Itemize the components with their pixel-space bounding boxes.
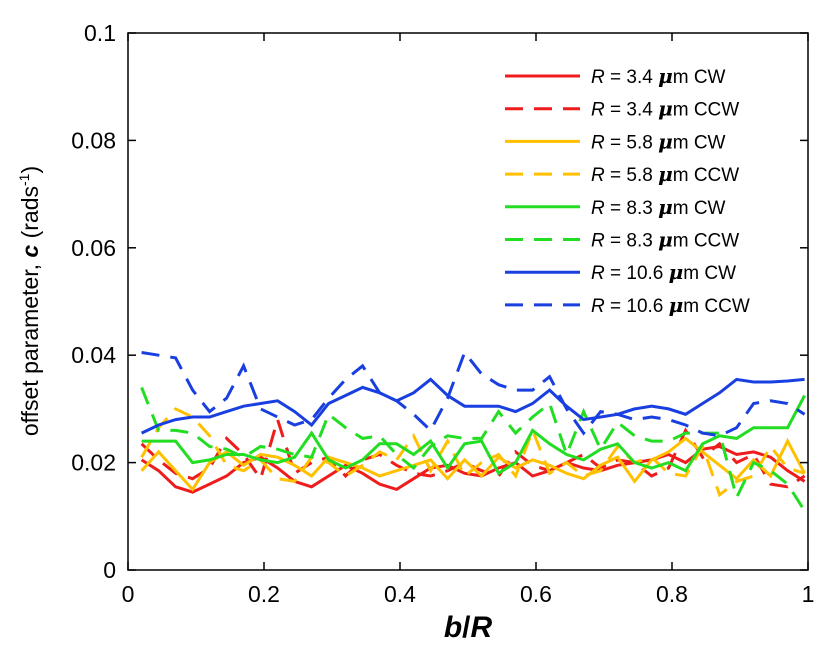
series-line-7 bbox=[141, 349, 806, 438]
y-tick-label-5: 0.1 bbox=[84, 20, 116, 46]
legend-label-3: R = 5.8 μm CCW bbox=[591, 162, 739, 186]
y-axis-title: offset parameter, c (rads-1) bbox=[16, 166, 43, 436]
plot-area bbox=[128, 33, 808, 570]
legend-label-7: R = 10.6 μm CCW bbox=[591, 293, 750, 317]
series-layer bbox=[140, 349, 806, 512]
legend-label-4: R = 8.3 μm CW bbox=[591, 195, 726, 219]
x-tick-label-0: 0 bbox=[122, 581, 135, 607]
legend-label-6: R = 10.6 μm CW bbox=[591, 260, 736, 284]
y-tick-label-3: 0.06 bbox=[71, 235, 116, 261]
y-tick-label-0: 0 bbox=[103, 557, 116, 583]
series-line-6 bbox=[140, 377, 805, 435]
y-tick-label-1: 0.02 bbox=[71, 450, 116, 476]
y-axis-title-c: c bbox=[17, 245, 43, 258]
x-tick-label-1: 0.2 bbox=[248, 581, 280, 607]
y-tick-label-2: 0.04 bbox=[71, 342, 116, 368]
x-axis-title-b: b bbox=[444, 611, 462, 644]
series-line-4 bbox=[141, 394, 806, 476]
plot-frame bbox=[127, 32, 809, 571]
y-axis-title-suffix: ) bbox=[17, 166, 43, 174]
series-line-3 bbox=[140, 407, 806, 498]
x-axis-title-slash: / bbox=[462, 611, 471, 644]
y-axis-title-mid: (rads bbox=[17, 186, 43, 245]
x-tick-label-3: 0.6 bbox=[520, 581, 552, 607]
x-tick-label-4: 0.8 bbox=[656, 581, 688, 607]
x-axis-title: b/R bbox=[444, 611, 493, 644]
legend-label-0: R = 3.4 μm CW bbox=[591, 64, 726, 88]
legend-label-5: R = 8.3 μm CCW bbox=[591, 228, 739, 252]
x-axis-title-R: R bbox=[471, 611, 493, 644]
x-tick-label-5: 1 bbox=[802, 581, 815, 607]
x-tick-label-2: 0.4 bbox=[384, 581, 416, 607]
legend: R = 3.4 μm CW R = 3.4 μm CCW R = 5.8 μm CW… bbox=[505, 64, 750, 317]
legend-label-2: R = 5.8 μm CW bbox=[591, 129, 726, 153]
y-axis-title-sup: -1 bbox=[16, 173, 32, 186]
y-axis-title-prefix: offset parameter, bbox=[17, 258, 43, 437]
legend-label-1: R = 3.4 μm CCW bbox=[591, 97, 739, 121]
series-line-5 bbox=[140, 386, 806, 512]
y-tick-label-4: 0.08 bbox=[71, 127, 116, 153]
tick-layer: 0 0.2 0.4 0.6 0.8 1 0 0.02 0.04 0.06 0.08 0.1 bbox=[71, 20, 814, 607]
